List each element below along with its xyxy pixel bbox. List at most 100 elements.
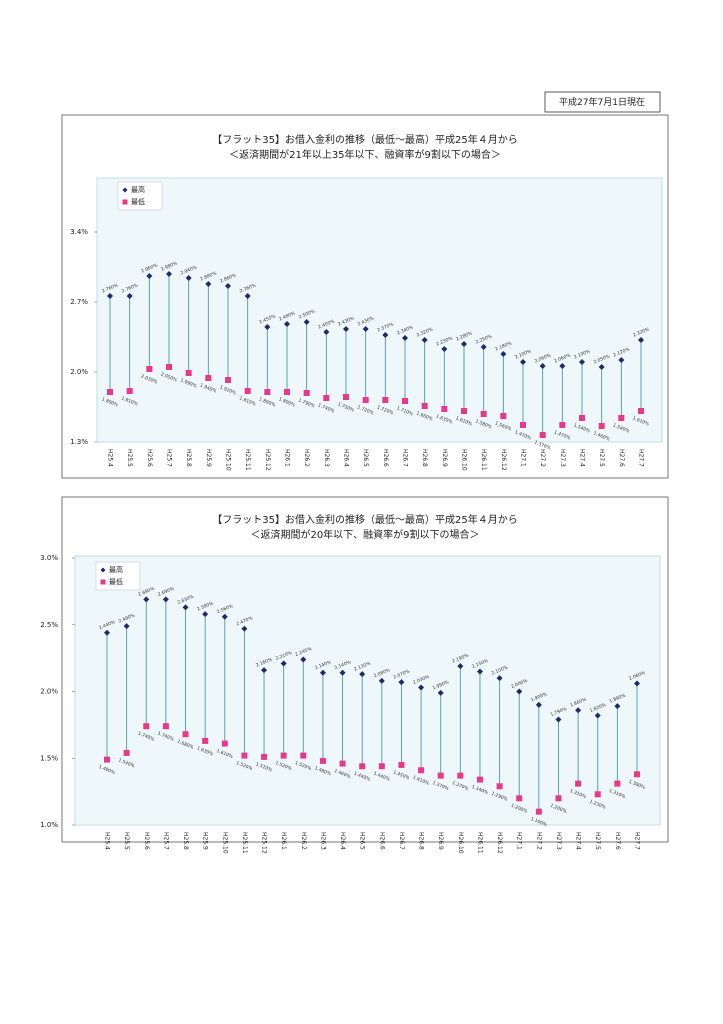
x-tick-label: H26.11 <box>480 449 487 471</box>
high-point <box>319 669 326 676</box>
low-point <box>441 406 448 412</box>
low-point <box>579 415 585 421</box>
high-point <box>280 660 287 667</box>
y-tick-label: 3.0% <box>40 554 58 562</box>
low-point <box>104 756 110 763</box>
low-point <box>634 771 640 778</box>
x-tick-label: H27.5 <box>598 449 605 467</box>
x-tick-label: H27.4 <box>575 832 582 850</box>
x-tick-label: H26.4 <box>343 449 350 467</box>
high-point <box>500 351 507 357</box>
high-point <box>146 273 153 279</box>
x-tick-label: H25.8 <box>182 832 189 850</box>
y-tick-label: 2.7% <box>70 298 88 306</box>
low-point <box>300 752 307 759</box>
low-point <box>402 398 408 404</box>
high-point <box>162 596 169 603</box>
legend-box <box>95 561 141 591</box>
x-tick-label: H26.5 <box>359 832 366 850</box>
x-tick-label: H25.5 <box>123 832 130 850</box>
high-point <box>343 326 349 332</box>
high-point <box>480 344 487 350</box>
low-point <box>500 413 507 419</box>
x-tick-label: H26.10 <box>457 832 464 854</box>
x-tick-label: H27.5 <box>594 832 601 850</box>
low-point <box>343 394 349 400</box>
y-tick-label: 2.0% <box>70 368 88 376</box>
low-point <box>319 757 326 764</box>
high-point <box>382 332 389 338</box>
y-tick-label: 1.0% <box>40 821 58 829</box>
low-point <box>476 776 483 783</box>
low-point <box>457 772 464 779</box>
high-point <box>398 679 405 686</box>
low-point <box>598 423 605 429</box>
high-point <box>461 341 467 347</box>
high-point <box>261 667 268 674</box>
x-tick-label: H26.2 <box>303 449 310 467</box>
high-point <box>303 319 310 325</box>
high-point <box>339 669 346 676</box>
low-point <box>221 740 228 747</box>
x-tick-label: H26.12 <box>500 449 507 471</box>
high-point <box>284 321 290 327</box>
x-tick-label: H25.9 <box>202 832 209 850</box>
high-point <box>634 680 640 687</box>
high-point <box>225 283 231 289</box>
low-point <box>382 397 389 403</box>
x-tick-label: H27.3 <box>555 832 562 850</box>
y-tick-label: 1.5% <box>40 754 58 762</box>
high-point <box>535 701 542 708</box>
x-tick-label: H26.11 <box>476 832 483 854</box>
low-point <box>520 422 526 428</box>
low-point <box>339 760 346 767</box>
low-point <box>559 422 566 428</box>
y-tick-label: 2.0% <box>40 688 58 696</box>
high-point <box>598 364 605 370</box>
high-point <box>143 596 150 603</box>
high-point <box>126 293 133 299</box>
low-point <box>280 752 287 759</box>
x-tick-label: H25.11 <box>244 449 251 471</box>
low-point <box>143 723 150 730</box>
low-point <box>359 763 366 770</box>
x-tick-label: H26.4 <box>339 832 346 850</box>
x-tick-label: H26.6 <box>382 449 389 467</box>
high-point <box>559 363 566 369</box>
y-tick-label: 3.4% <box>70 228 88 236</box>
x-tick-label: H25.6 <box>146 449 153 467</box>
chart-subtitle: ＜返済期間が21年以上35年以下、融資率が9割以下の場合＞ <box>229 148 501 161</box>
legend-marker <box>100 579 106 585</box>
high-point <box>418 684 425 691</box>
y-tick-label: 1.3% <box>70 438 88 446</box>
low-point <box>437 772 444 779</box>
high-point <box>205 281 212 287</box>
legend-box <box>117 181 163 211</box>
x-tick-label: H27.2 <box>539 449 546 467</box>
x-tick-label: H25.4 <box>104 832 111 850</box>
x-tick-label: H25.8 <box>185 449 192 467</box>
high-point <box>300 656 307 663</box>
high-point <box>539 363 546 369</box>
x-tick-label: H26.8 <box>418 832 425 850</box>
x-tick-label: H27.1 <box>520 449 527 467</box>
low-point <box>421 403 428 409</box>
date-note: 平成27年7月1日現在 <box>559 96 645 108</box>
low-point <box>535 808 542 815</box>
x-tick-label: H27.7 <box>638 449 645 467</box>
low-point <box>185 370 192 376</box>
x-tick-label: H25.10 <box>225 449 232 471</box>
low-point <box>378 763 385 770</box>
low-point <box>225 377 231 383</box>
y-tick-label: 2.5% <box>40 621 58 629</box>
high-point <box>359 671 366 678</box>
legend-label: 最低 <box>131 197 145 206</box>
high-point <box>618 357 625 363</box>
date-box <box>544 91 661 113</box>
low-point <box>244 388 251 394</box>
high-point <box>241 625 248 632</box>
low-point <box>555 795 562 802</box>
high-point <box>614 703 621 710</box>
x-tick-label: H27.6 <box>618 449 625 467</box>
